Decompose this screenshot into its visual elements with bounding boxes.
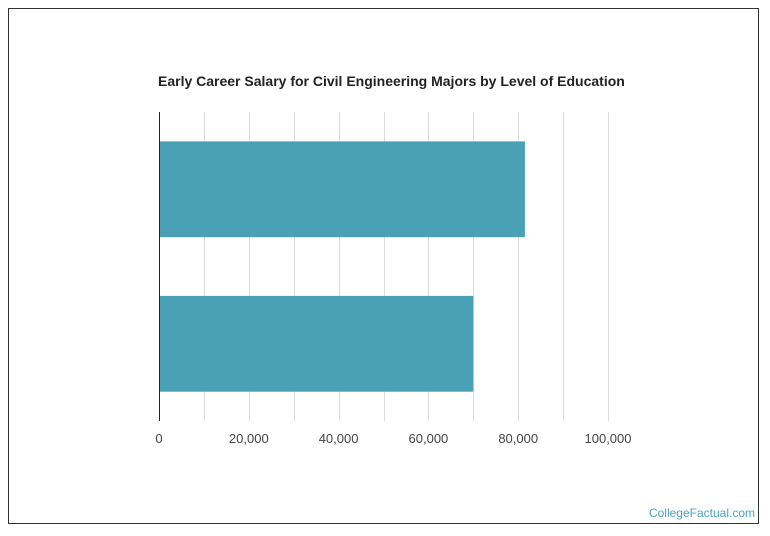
x-tick-label: 60,000 bbox=[409, 431, 449, 446]
bar[interactable] bbox=[159, 295, 474, 392]
x-axis-ticks: 0 20,000 40,000 60,000 80,000 100,000 bbox=[155, 431, 631, 446]
chart-title: Early Career Salary for Civil Engineerin… bbox=[158, 73, 625, 89]
bar[interactable] bbox=[159, 141, 525, 238]
x-tick-label: 0 bbox=[155, 431, 162, 446]
x-tick-label: 40,000 bbox=[319, 431, 359, 446]
bars bbox=[159, 141, 525, 392]
x-tick-label: 80,000 bbox=[498, 431, 538, 446]
x-tick-label: 100,000 bbox=[585, 431, 632, 446]
x-tick-label: 20,000 bbox=[229, 431, 269, 446]
source-credit[interactable]: CollegeFactual.com bbox=[648, 506, 755, 520]
chart-frame bbox=[8, 8, 759, 524]
